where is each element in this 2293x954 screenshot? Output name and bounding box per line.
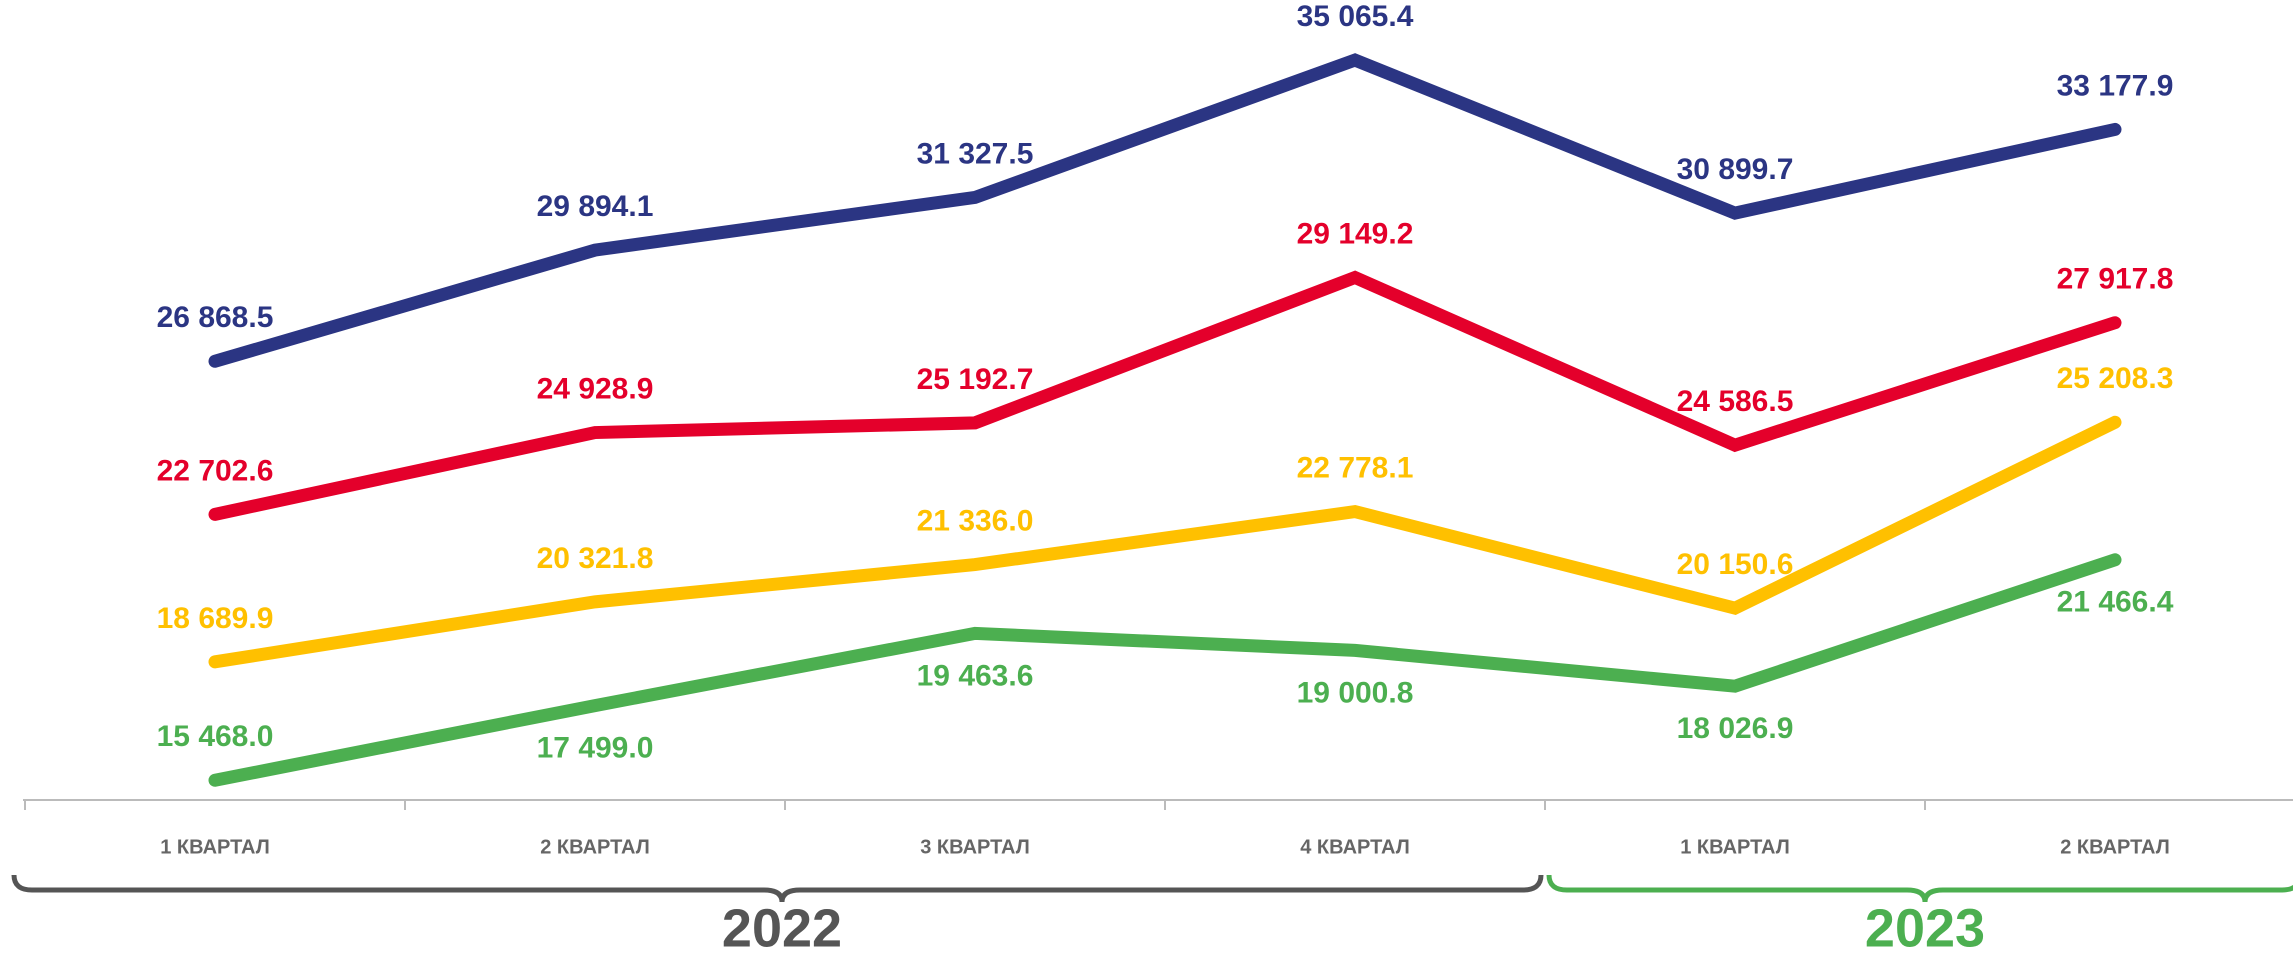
- year-brace: [11, 874, 1544, 903]
- data-label: 24 928.9: [537, 372, 654, 405]
- data-label: 15 468.0: [157, 720, 274, 753]
- data-label: 22 778.1: [1297, 452, 1414, 485]
- data-label: 18 026.9: [1677, 712, 1794, 745]
- data-label: 30 899.7: [1677, 153, 1794, 186]
- data-label: 21 336.0: [917, 505, 1034, 538]
- data-label: 20 321.8: [537, 542, 654, 575]
- data-label: 19 463.6: [917, 659, 1034, 692]
- data-label: 19 000.8: [1297, 676, 1414, 709]
- data-label: 26 868.5: [157, 301, 274, 334]
- x-tick-label: 2 КВАРТАЛ: [2060, 836, 2170, 858]
- data-label: 27 917.8: [2057, 263, 2174, 296]
- x-tick-label: 2 КВАРТАЛ: [540, 836, 650, 858]
- data-label: 29 894.1: [537, 190, 654, 223]
- year-label: 2023: [1865, 898, 1985, 954]
- data-label: 25 208.3: [2057, 362, 2174, 395]
- data-label: 33 177.9: [2057, 69, 2174, 102]
- data-label: 29 149.2: [1297, 217, 1414, 250]
- x-tick-label: 1 КВАРТАЛ: [1680, 836, 1790, 858]
- year-label: 2022: [722, 898, 842, 954]
- data-label: 21 466.4: [2057, 586, 2174, 619]
- x-tick-label: 4 КВАРТАЛ: [1300, 836, 1410, 858]
- data-label: 25 192.7: [917, 363, 1034, 396]
- year-brace: [1546, 874, 2293, 903]
- data-label: 24 586.5: [1677, 385, 1794, 418]
- data-label: 20 150.6: [1677, 548, 1794, 581]
- data-label: 18 689.9: [157, 602, 274, 635]
- x-tick-label: 3 КВАРТАЛ: [920, 836, 1030, 858]
- series-line: [208, 270, 2122, 521]
- x-tick-label: 1 КВАРТАЛ: [160, 836, 270, 858]
- data-label: 22 702.6: [157, 454, 274, 487]
- series-line: [208, 553, 2122, 787]
- series-line: [208, 415, 2122, 669]
- data-label: 17 499.0: [537, 732, 654, 765]
- data-label: 35 065.4: [1297, 0, 1414, 33]
- data-label: 31 327.5: [917, 137, 1034, 170]
- series-line: [208, 53, 2122, 368]
